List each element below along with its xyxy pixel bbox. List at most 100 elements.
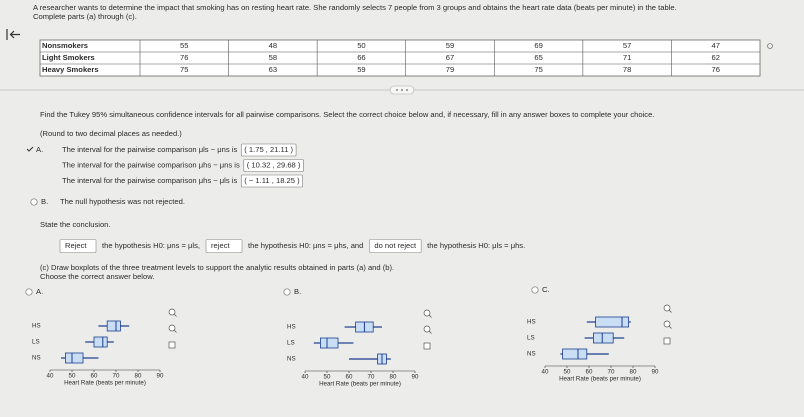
- data-table: [39, 39, 761, 77]
- open-new-window[interactable]: [663, 337, 671, 345]
- conclusion-answer: Reject: [65, 241, 87, 250]
- x-tick-label: 80: [135, 373, 142, 380]
- table-cell: 75: [180, 65, 188, 74]
- table-cell: 59: [446, 41, 454, 50]
- group-label: NS: [287, 356, 296, 363]
- dropdown[interactable]: [205, 239, 243, 253]
- zoom-in-handle: [428, 314, 432, 318]
- part-c-prompt: (c) Draw boxplots of the three treatment…: [40, 263, 394, 272]
- dropdown[interactable]: [369, 239, 422, 253]
- intro-text: A researcher wants to determine the impa…: [33, 3, 677, 12]
- table-cell: 76: [711, 65, 719, 74]
- zoom-out[interactable]: [663, 320, 671, 328]
- zoom-in[interactable]: [663, 304, 671, 312]
- zoom-out[interactable]: [423, 325, 431, 333]
- x-tick-label: 80: [630, 369, 637, 376]
- answer-box: [240, 174, 303, 188]
- open-new-window[interactable]: [168, 341, 176, 349]
- group-label: HS: [527, 319, 536, 326]
- table-copy-icon[interactable]: [767, 43, 773, 49]
- interval-answer: ( 10.32 , 29.68 ): [247, 161, 301, 170]
- x-tick-label: 40: [302, 374, 309, 381]
- x-tick-label: 50: [564, 369, 571, 376]
- x-tick-label: 40: [47, 373, 54, 380]
- zoom-in-handle: [668, 309, 672, 313]
- table-cell: 78: [623, 65, 631, 74]
- radio-button[interactable]: [25, 288, 33, 296]
- row-header: Nonsmokers: [42, 41, 88, 50]
- row-header: Heavy Smokers: [42, 65, 99, 74]
- x-tick-label: 70: [113, 373, 120, 380]
- axis-label: Heart Rate (beats per minute): [559, 376, 641, 383]
- x-tick-label: 60: [586, 369, 593, 376]
- table-cell: 55: [180, 41, 188, 50]
- box: [593, 332, 614, 344]
- conclusion-answer: reject: [211, 241, 230, 250]
- option-letter: B.: [41, 197, 48, 206]
- table-cell: 63: [269, 65, 277, 74]
- instruction-text: Complete parts (a) through (c).: [33, 12, 137, 21]
- table-cell: 48: [269, 41, 277, 50]
- group-label: LS: [287, 340, 295, 347]
- box: [93, 336, 108, 348]
- table-cell: 71: [623, 53, 631, 62]
- option-letter: A.: [36, 145, 43, 154]
- x-tick-label: 70: [608, 369, 615, 376]
- radio-button[interactable]: [531, 286, 539, 294]
- box: [562, 348, 588, 360]
- option-letter: C.: [542, 285, 550, 294]
- box: [106, 320, 121, 332]
- box: [65, 352, 84, 364]
- zoom-in[interactable]: [423, 309, 431, 317]
- checkmark: [26, 146, 34, 152]
- answer-box: [240, 143, 297, 157]
- radio-button[interactable]: [283, 288, 291, 296]
- conclusion-answer: do not reject: [374, 241, 417, 250]
- table-cell: 69: [534, 41, 542, 50]
- table-cell: 65: [534, 53, 542, 62]
- table-cell: 58: [269, 53, 277, 62]
- table-cell: 59: [357, 65, 365, 74]
- group-label: HS: [32, 323, 41, 330]
- radio-button[interactable]: [30, 198, 38, 206]
- box: [595, 316, 629, 328]
- expand-dots: [396, 89, 408, 91]
- table-cell: 75: [534, 65, 542, 74]
- conclusion-text: the hypothesis H0: μns = μhs, and: [248, 241, 363, 250]
- choose-text: Choose the correct answer below.: [40, 272, 154, 281]
- x-tick-label: 60: [91, 373, 98, 380]
- zoom-in[interactable]: [168, 308, 176, 316]
- zoom-out[interactable]: [168, 324, 176, 332]
- group-label: HS: [287, 324, 296, 331]
- x-tick-label: 50: [324, 374, 331, 381]
- answer-box: [243, 159, 304, 172]
- interval-answer: ( 1.75 , 21.11 ): [244, 145, 293, 154]
- axis-label: Heart Rate (beats per minute): [319, 381, 401, 388]
- interval-text: The interval for the pairwise comparison…: [62, 161, 240, 170]
- x-tick-label: 90: [157, 373, 164, 380]
- group-label: NS: [527, 351, 536, 358]
- zoom-out-handle: [173, 329, 177, 333]
- group-label: LS: [32, 339, 40, 346]
- axis-label: Heart Rate (beats per minute): [64, 380, 146, 387]
- table-cell: 57: [623, 41, 631, 50]
- option-letter: B.: [294, 287, 301, 296]
- zoom-out-handle: [668, 325, 672, 329]
- round-note: (Round to two decimal places as needed.): [40, 129, 182, 138]
- dropdown[interactable]: [59, 239, 97, 253]
- table-cell: 50: [357, 41, 365, 50]
- zoom-in-handle: [173, 313, 177, 317]
- conclusion-prompt: State the conclusion.: [40, 220, 111, 229]
- table-cell: 62: [711, 53, 719, 62]
- option-text: The null hypothesis was not rejected.: [60, 197, 185, 206]
- question-text: Find the Tukey 95% simultaneous confiden…: [40, 110, 654, 119]
- conclusion-text: the hypothesis H0: μls = μhs.: [427, 241, 525, 250]
- option-letter: A.: [36, 287, 43, 296]
- x-tick-label: 80: [390, 374, 397, 381]
- group-label: NS: [32, 355, 41, 362]
- open-new-window[interactable]: [423, 342, 431, 350]
- back-button[interactable]: [6, 29, 20, 40]
- zoom-out-handle: [428, 330, 432, 334]
- box: [319, 337, 339, 349]
